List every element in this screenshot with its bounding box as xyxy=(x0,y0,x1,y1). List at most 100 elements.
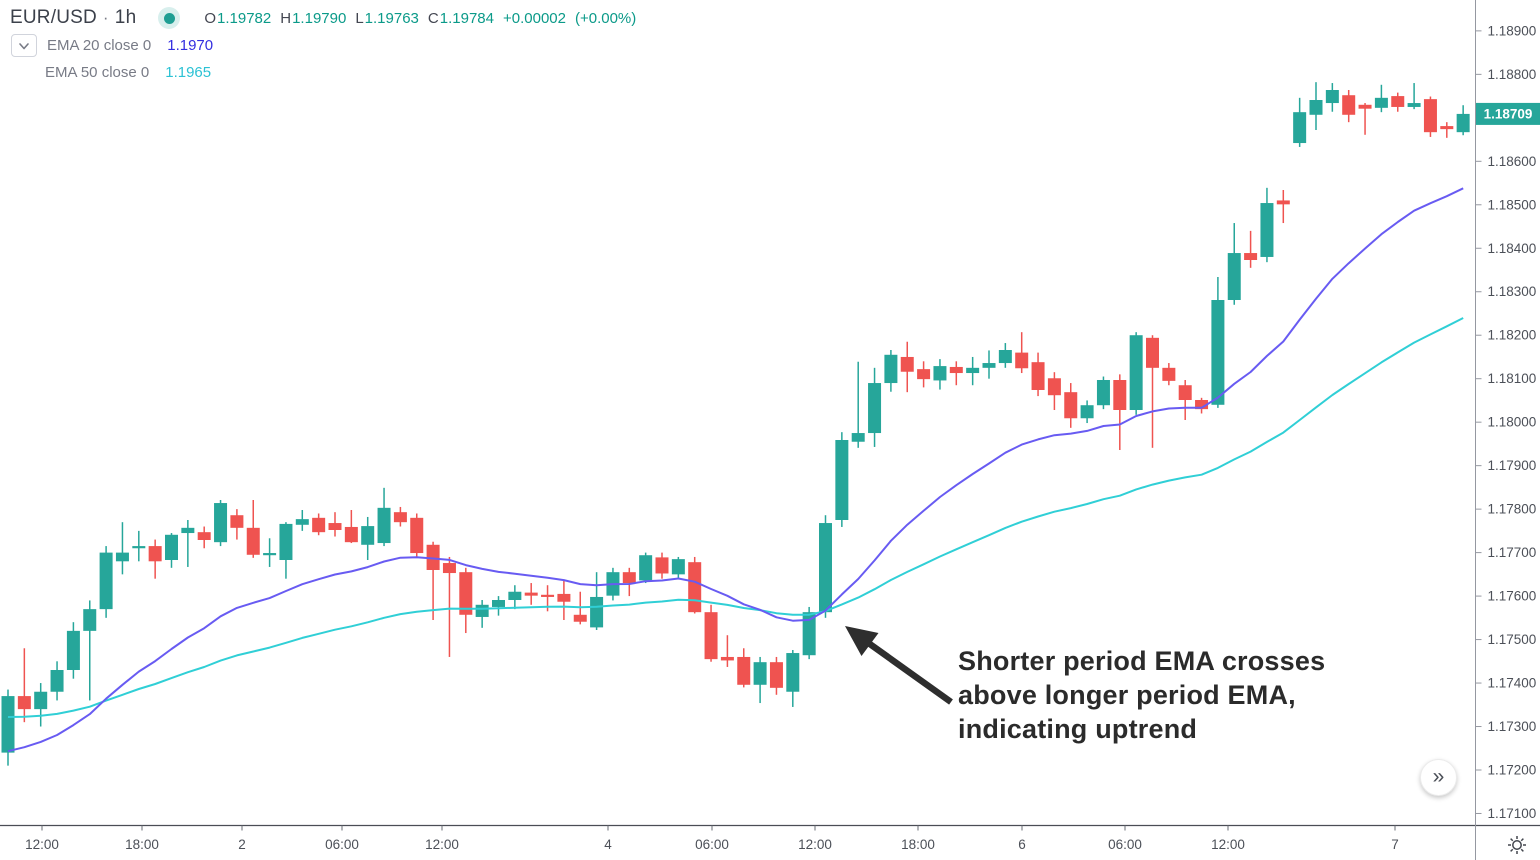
ohlc-low-label: L xyxy=(355,9,364,27)
candle-series xyxy=(1,82,1470,766)
candle-body-up xyxy=(1227,253,1241,300)
candle-body-up xyxy=(1374,97,1388,108)
candle-body-down xyxy=(426,544,440,570)
candle-body-up xyxy=(753,662,767,685)
price-tick-label: 1.17200 xyxy=(1488,763,1537,778)
candle-body-down xyxy=(17,696,31,710)
scroll-to-right-button[interactable]: » xyxy=(1420,759,1457,796)
ohlc-close-label: C xyxy=(427,9,439,27)
candle-body-down xyxy=(573,614,587,622)
time-tick-label: 18:00 xyxy=(125,837,159,852)
candle-body-up xyxy=(492,600,505,607)
ohlc-open-value: 1.19782 xyxy=(217,9,272,27)
time-tick-label: 2 xyxy=(238,837,246,852)
price-tick-label: 1.17500 xyxy=(1488,632,1537,647)
arrow-head xyxy=(845,626,879,656)
axis-settings-gear-icon[interactable] xyxy=(1508,836,1526,854)
candle-body-down xyxy=(655,557,669,574)
candle-body-up xyxy=(50,670,64,692)
time-tick-label: 06:00 xyxy=(695,837,729,852)
candle-body-down xyxy=(1391,96,1405,107)
candle-body-down xyxy=(1146,337,1159,368)
price-tick-label: 1.18800 xyxy=(1488,67,1537,82)
time-tick-label: 12:00 xyxy=(1211,837,1245,852)
candle-body-up xyxy=(214,503,228,543)
candle-body-up xyxy=(802,612,816,656)
candle-body-down xyxy=(949,366,963,374)
time-tick-label: 12:00 xyxy=(425,837,459,852)
candle-body-down xyxy=(769,662,783,688)
candle-body-down xyxy=(737,656,751,685)
time-tick-label: 12:00 xyxy=(25,837,59,852)
candle-body-down xyxy=(917,369,931,380)
candle-body-up xyxy=(99,552,113,610)
candle-body-down xyxy=(1178,385,1192,400)
candle-body-up xyxy=(1309,100,1323,115)
price-tick-label: 1.17100 xyxy=(1488,806,1537,821)
legend-collapse-button[interactable] xyxy=(11,34,37,57)
candle-body-down xyxy=(1276,200,1290,205)
price-tick-label: 1.17700 xyxy=(1488,545,1537,560)
ema50-line xyxy=(7,317,1464,718)
price-tick-label: 1.17600 xyxy=(1488,589,1537,604)
candle-body-up xyxy=(819,523,832,613)
price-tick-label: 1.18600 xyxy=(1488,154,1537,169)
chart-header: EUR/USD · 1h O 1.19782 H 1.19790 L 1.19763 … xyxy=(10,5,636,31)
candle-body-down xyxy=(524,592,538,596)
time-tick-label: 6 xyxy=(1018,837,1026,852)
last-price-label: 1.18709 xyxy=(1476,102,1540,125)
candle-body-up xyxy=(671,559,685,575)
ohlc-close-value: 1.19784 xyxy=(439,9,494,27)
gear-tooth xyxy=(1520,848,1524,852)
candle-body-up xyxy=(835,440,849,520)
ema20-line xyxy=(7,187,1464,753)
candle-body-up xyxy=(1325,90,1339,104)
candle-body-down xyxy=(230,515,244,528)
time-axis[interactable]: 12:00 18:00 2 06:00 12:00 4 06:00 12:00 18:00 6 06… xyxy=(25,825,1399,853)
time-tick-label: 06:00 xyxy=(325,837,359,852)
indicator-ema20-label: EMA 20 close 0 xyxy=(47,37,152,54)
candle-body-up xyxy=(115,552,129,562)
candle-body-down xyxy=(344,526,358,543)
candle-body-up xyxy=(966,367,980,374)
candle-body-down xyxy=(541,594,555,597)
candle-body-down xyxy=(900,356,914,372)
candle-body-down xyxy=(459,572,473,615)
candle-body-up xyxy=(1260,203,1274,257)
candle-body-up xyxy=(475,604,489,617)
candle-body-up xyxy=(295,519,309,525)
candle-body-down xyxy=(1440,126,1454,130)
ohlc-readout: O 1.19782 H 1.19790 L 1.19763 C 1.19784 +0.0… xyxy=(204,10,636,27)
candle-body-up xyxy=(1129,335,1143,410)
candle-body-up xyxy=(1456,113,1470,133)
candle-body-up xyxy=(1407,103,1421,107)
indicator-row-ema50[interactable]: EMA 50 close 0 1.1965 xyxy=(45,64,211,81)
double-chevron-right-icon: » xyxy=(1432,764,1445,788)
time-tick-label: 18:00 xyxy=(901,837,935,852)
candle-body-up xyxy=(982,363,996,368)
price-tick-label: 1.18100 xyxy=(1488,371,1537,386)
indicator-row-ema20[interactable]: EMA 20 close 0 1.1970 xyxy=(11,34,213,57)
price-tick-label: 1.18900 xyxy=(1488,23,1537,38)
candle-body-down xyxy=(1015,352,1029,369)
candle-body-up xyxy=(933,366,947,381)
candle-body-down xyxy=(720,656,734,661)
candle-body-down xyxy=(393,512,407,523)
gear-tooth xyxy=(1520,838,1524,842)
price-axis[interactable]: 1.189001.188001.187001.186001.185001.184… xyxy=(1475,23,1537,821)
change-value: +0.00002 xyxy=(502,9,566,27)
candle-body-down xyxy=(410,517,424,554)
candle-body-down xyxy=(1064,392,1078,419)
candle-body-down xyxy=(1423,99,1437,133)
candle-body-down xyxy=(1031,362,1045,390)
candle-body-up xyxy=(132,546,146,549)
candle-body-down xyxy=(557,593,571,602)
candle-body-down xyxy=(312,517,326,533)
candle-body-down xyxy=(688,562,702,613)
candle-body-down xyxy=(246,527,260,555)
candle-body-up xyxy=(786,653,800,692)
candle-body-up xyxy=(1,696,15,753)
live-status-dot-icon xyxy=(158,7,181,29)
